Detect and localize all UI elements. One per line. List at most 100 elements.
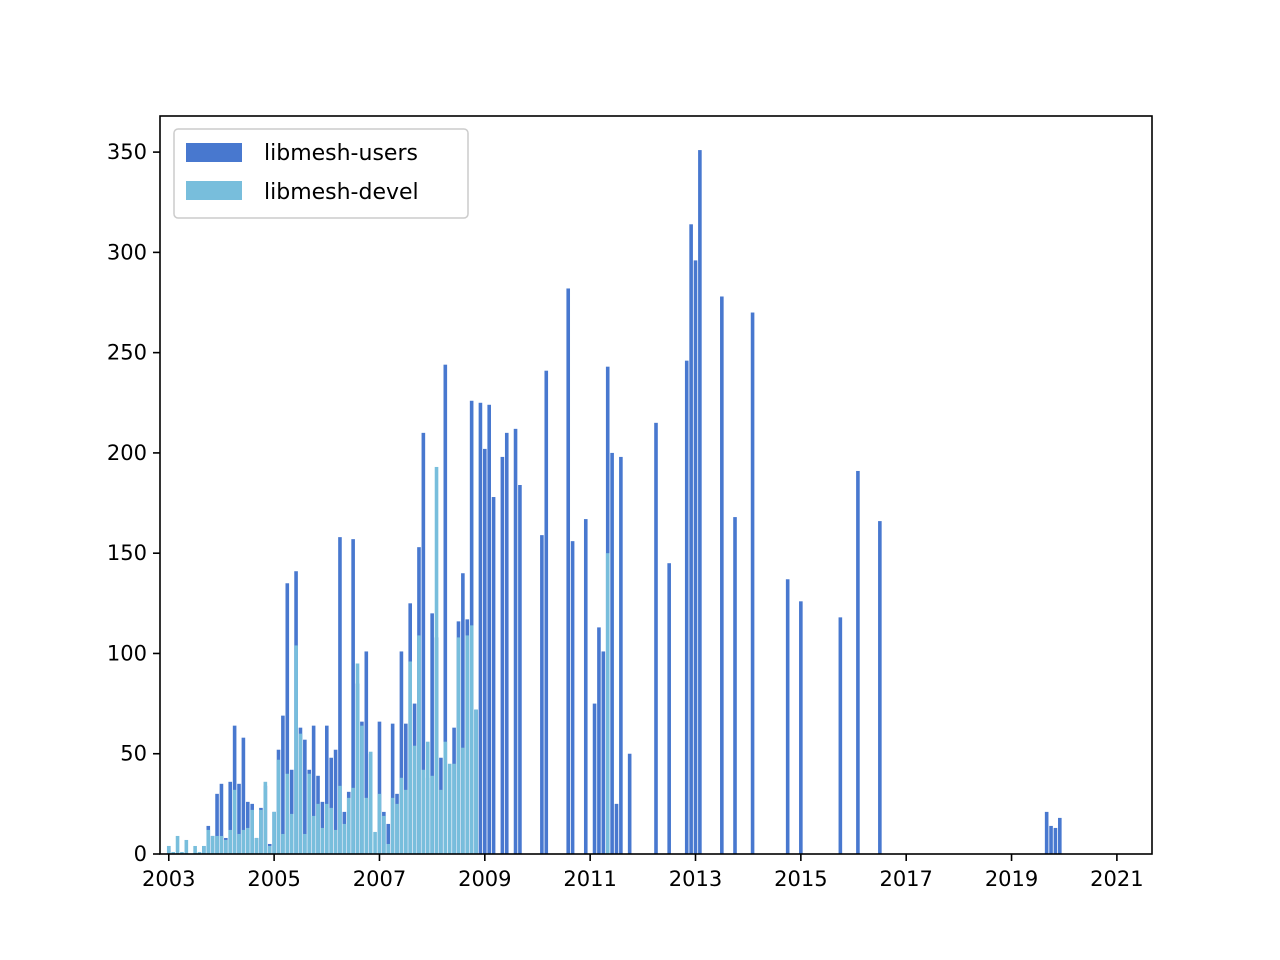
bar-libmesh-devel-12: [219, 835, 224, 854]
bar-libmesh-devel-44: [360, 725, 364, 854]
bar-libmesh-users-63: [443, 364, 448, 854]
y-tick-label: 300: [107, 240, 147, 264]
bar-libmesh-users-200: [1044, 811, 1049, 854]
legend: libmesh-users libmesh-devel: [173, 128, 469, 219]
bar-libmesh-devel-54: [404, 789, 408, 854]
bar-libmesh-devel-40: [342, 823, 347, 854]
bar-libmesh-users-58: [421, 432, 426, 854]
bar-libmesh-users-38: [333, 749, 338, 854]
bar-libmesh-users-85: [540, 535, 544, 854]
legend-label-libmesh-devel: libmesh-devel: [264, 180, 419, 205]
bar-libmesh-devel-22: [263, 781, 268, 854]
bar-libmesh-users-74: [491, 497, 496, 854]
bar-libmesh-users-157: [856, 470, 860, 854]
bar-libmesh-users-53: [399, 651, 404, 854]
bar-libmesh-devel-11: [215, 835, 219, 854]
bar-libmesh-users-97: [592, 703, 597, 854]
bar-libmesh-users-118: [684, 360, 689, 854]
bar-libmesh-users-71: [478, 402, 483, 854]
bar-libmesh-devel-20: [254, 837, 259, 854]
bar-libmesh-users-120: [693, 260, 698, 854]
bar-libmesh-devel-45: [364, 797, 369, 854]
bar-libmesh-devel-53: [399, 777, 404, 854]
bar-libmesh-devel-35: [320, 827, 325, 854]
bar-libmesh-users-202: [1053, 827, 1058, 854]
bar-libmesh-users-95: [583, 519, 588, 854]
bar-libmesh-devel-16: [237, 833, 241, 854]
bar-libmesh-devel-23: [267, 845, 272, 854]
bar-libmesh-users-15: [232, 725, 237, 854]
bar-libmesh-devel-33: [311, 815, 316, 854]
bar-libmesh-devel-7: [197, 851, 202, 854]
bar-libmesh-users-91: [566, 288, 571, 855]
bar-libmesh-users-102: [614, 803, 619, 854]
bar-libmesh-devel-24: [272, 811, 276, 854]
bar-libmesh-devel-30: [298, 733, 303, 854]
bar-libmesh-users-77: [504, 432, 509, 854]
x-tick-label: 2007: [353, 867, 406, 891]
legend-box: [173, 128, 469, 219]
y-tick-label: 50: [120, 742, 147, 766]
bar-libmesh-users-37: [329, 757, 333, 854]
bar-libmesh-users-98: [597, 627, 601, 854]
bar-libmesh-users-119: [689, 224, 693, 855]
bar-libmesh-devel-39: [338, 785, 342, 854]
bar-libmesh-users-101: [610, 452, 614, 854]
bar-libmesh-devel-64: [447, 763, 452, 854]
bar-libmesh-users-144: [799, 601, 803, 854]
bar-libmesh-devel-8: [202, 845, 206, 854]
bar-libmesh-devel-70: [474, 709, 478, 854]
bar-libmesh-devel-42: [351, 787, 355, 854]
bar-libmesh-users-73: [487, 404, 491, 854]
bar-libmesh-users-27: [285, 583, 290, 854]
series-libmesh-devel: [166, 466, 610, 855]
bar-libmesh-devel-32: [307, 773, 312, 854]
bar-libmesh-devel-62: [439, 789, 443, 854]
x-tick-label: 2003: [142, 867, 195, 891]
bar-libmesh-users-86: [544, 370, 549, 854]
bar-libmesh-devel-1: [171, 851, 175, 854]
bar-libmesh-devel-51: [390, 797, 395, 854]
bar-libmesh-users-201: [1049, 825, 1053, 854]
bar-libmesh-devel-48: [377, 793, 382, 854]
x-tick-label: 2011: [563, 867, 616, 891]
bar-libmesh-users-31: [303, 739, 307, 854]
legend-label-libmesh-users: libmesh-users: [264, 141, 418, 166]
bar-libmesh-devel-10: [210, 835, 215, 854]
x-tick-label: 2015: [774, 867, 827, 891]
bar-libmesh-devel-29: [294, 645, 298, 854]
bar-libmesh-devel-43: [355, 663, 360, 854]
y-axis: 0 50 100 150 200 250 300 350: [107, 140, 160, 866]
bar-libmesh-devel-100: [605, 553, 610, 854]
bar-libmesh-users-99: [601, 651, 606, 854]
bar-libmesh-users-50: [386, 823, 391, 854]
y-tick-label: 250: [107, 341, 147, 365]
bar-libmesh-devel-0: [166, 845, 171, 854]
x-tick-label: 2013: [669, 867, 722, 891]
bar-libmesh-devel-28: [289, 813, 294, 854]
bar-libmesh-users-36: [325, 725, 329, 854]
bar-libmesh-devel-50: [386, 843, 391, 854]
bar-libmesh-devel-27: [285, 773, 290, 854]
bar-libmesh-users-51: [390, 723, 395, 854]
x-tick-label: 2017: [879, 867, 932, 891]
legend-swatch-libmesh-devel: [186, 181, 242, 200]
bar-libmesh-users-28: [289, 769, 294, 854]
bar-libmesh-devel-68: [465, 635, 470, 854]
bar-libmesh-users-162: [878, 521, 882, 854]
bar-libmesh-devel-18: [245, 827, 250, 854]
bar-libmesh-devel-66: [456, 637, 461, 854]
bar-libmesh-devel-67: [461, 747, 465, 854]
bars-layer: [166, 150, 1062, 855]
bar-libmesh-devel-14: [228, 829, 233, 854]
bar-libmesh-devel-58: [421, 769, 426, 854]
bar-libmesh-devel-9: [206, 829, 211, 854]
bar-libmesh-users-105: [627, 753, 632, 854]
bar-libmesh-users-72: [483, 448, 487, 854]
bar-libmesh-users-129: [733, 517, 737, 854]
bar-libmesh-users-54: [404, 723, 408, 854]
bar-libmesh-users-103: [619, 456, 623, 854]
bar-libmesh-devel-63: [443, 741, 448, 854]
x-tick-label: 2005: [247, 867, 300, 891]
